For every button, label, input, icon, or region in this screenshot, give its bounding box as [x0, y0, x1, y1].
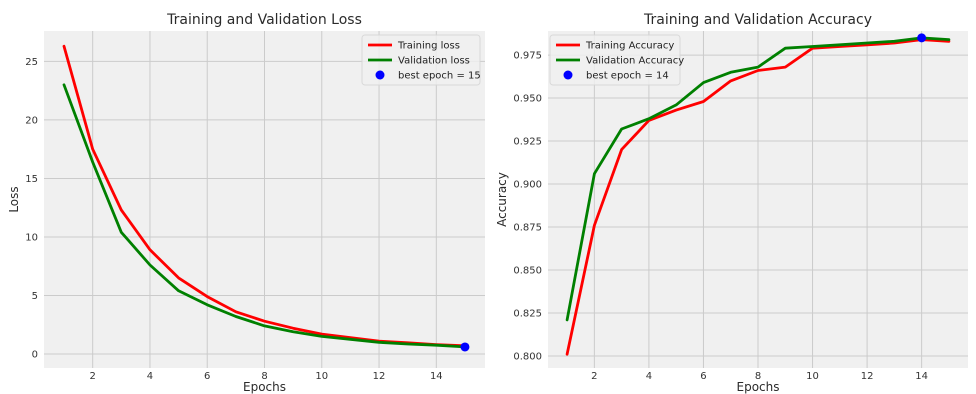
- best-epoch-point: [917, 33, 927, 43]
- best-epoch-point: [460, 342, 470, 352]
- validation-accuracy-line: [565, 36, 951, 322]
- y-tick-label: 0.875: [513, 223, 542, 234]
- y-axis-label: Accuracy: [495, 172, 509, 227]
- legend-label: Training loss: [397, 41, 460, 52]
- legend: Training loss Validation loss best epoch =…: [361, 34, 481, 86]
- chart-title: Training and Validation Accuracy: [643, 12, 872, 28]
- legend-label: Validation loss: [398, 56, 470, 67]
- legend-swatch-dot: [375, 70, 385, 80]
- legend-label: best epoch = 14: [586, 71, 669, 82]
- y-tick-label: 0.825: [513, 308, 542, 319]
- x-tick-label: 8: [755, 371, 761, 382]
- x-tick-label: 8: [261, 371, 267, 382]
- y-tick-label: 15: [25, 174, 38, 185]
- x-tick-label: 2: [591, 371, 597, 382]
- x-tick-label: 14: [915, 371, 928, 382]
- x-tick-label: 4: [646, 371, 652, 382]
- x-tick-label: 10: [806, 371, 819, 382]
- legend-box: [361, 34, 481, 86]
- y-tick-label: 0.800: [513, 351, 542, 362]
- x-tick-label: 4: [147, 371, 153, 382]
- legend: Training Accuracy Validation Accuracy best…: [549, 34, 684, 86]
- legend-box: [549, 34, 681, 86]
- y-tick-label: 0: [32, 349, 38, 360]
- y-tick-label: 10: [25, 232, 38, 243]
- validation-loss-line: [62, 83, 467, 349]
- legend-label: Training Accuracy: [585, 41, 674, 52]
- accuracy-chart-panel: 2 4 6 8 10 12 14 0.800 0.825 0.850 0.875 0.900 0.925…: [495, 12, 968, 394]
- x-tick-label: 12: [373, 371, 386, 382]
- x-axis-label: Epochs: [737, 380, 780, 394]
- x-tick-label: 12: [861, 371, 874, 382]
- legend-swatch-dot: [563, 70, 573, 80]
- y-tick-label: 0.950: [513, 94, 542, 105]
- x-tick-label: 10: [315, 371, 328, 382]
- y-tick-label: 0.900: [513, 180, 542, 191]
- y-tick-label: 25: [25, 57, 38, 68]
- x-tick-label: 6: [700, 371, 706, 382]
- x-tick-label: 6: [204, 371, 210, 382]
- x-tick-label: 2: [89, 371, 95, 382]
- y-tick-label: 0.925: [513, 137, 542, 148]
- y-tick-label: 20: [25, 115, 38, 126]
- chart-title: Training and Validation Loss: [166, 12, 362, 28]
- y-axis-label: Loss: [7, 186, 21, 212]
- y-tick-label: 0.850: [513, 265, 542, 276]
- loss-chart-panel: 2 4 6 8 10 12 14 0 5 10 15 20 25 Training and Validat…: [7, 12, 485, 394]
- y-tick-label: 0.975: [513, 51, 542, 62]
- legend-label: Validation Accuracy: [586, 56, 684, 67]
- x-tick-label: 14: [430, 371, 443, 382]
- training-accuracy-line: [565, 38, 951, 356]
- legend-label: best epoch = 15: [398, 71, 481, 82]
- x-axis-label: Epochs: [243, 380, 286, 394]
- y-tick-label: 5: [32, 291, 38, 302]
